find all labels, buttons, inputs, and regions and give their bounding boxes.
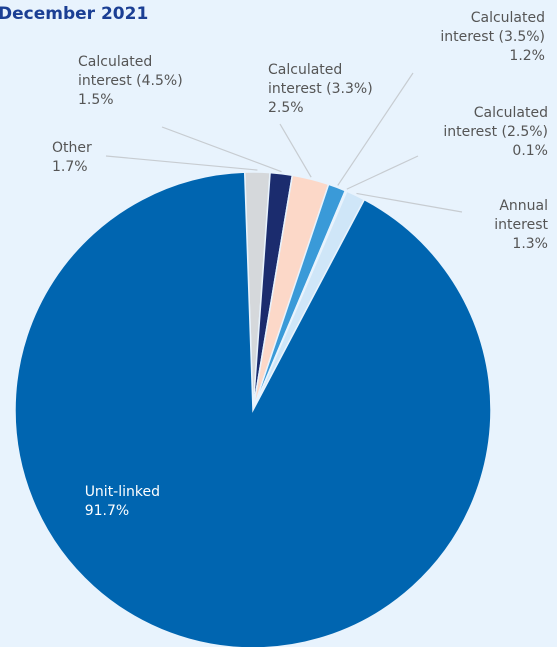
slice-label-text: Unit-linked	[84, 484, 160, 500]
slice-label-text: Calculated	[470, 10, 545, 26]
slice-label-0: Other 1.7%	[52, 139, 92, 177]
slice-label-3: Calculated interest (3.5%) 1.2%	[440, 9, 545, 66]
slice-label-text: Other	[52, 140, 92, 156]
slice-value: 1.3%	[512, 236, 548, 252]
leader-line-0	[105, 155, 258, 171]
slice-value: 1.7%	[52, 159, 88, 175]
slice-label-6: Unit-linked 91.7%	[85, 483, 160, 521]
slice-value: 1.5%	[78, 92, 114, 108]
slice-value: 1.2%	[509, 48, 545, 64]
slice-label-5: Annual interest 1.3%	[494, 197, 548, 254]
slice-label-text: Calculated	[473, 105, 548, 121]
slice-label-4: Calculated interest (2.5%) 0.1%	[443, 104, 548, 161]
slice-label-text: interest (2.5%)	[443, 124, 548, 140]
chart-title: December 2021	[0, 4, 149, 24]
slice-value: 2.5%	[268, 100, 304, 116]
leader-line-5	[356, 192, 463, 213]
pie-slice-6	[14, 171, 492, 647]
slice-label-text: Annual	[499, 198, 548, 214]
leader-line-3	[337, 72, 414, 186]
slice-label-text: Calculated	[268, 62, 343, 78]
slice-value: 91.7%	[84, 503, 130, 519]
slice-label-text: interest (4.5%)	[78, 73, 183, 89]
slice-label-2: Calculated interest (3.3%) 2.5%	[268, 61, 373, 118]
slice-label-text: interest	[494, 217, 548, 233]
slice-label-text: Calculated	[78, 54, 153, 70]
slice-label-text: interest (3.5%)	[440, 29, 545, 45]
leader-line-4	[346, 155, 419, 190]
slice-value: 0.1%	[512, 143, 548, 159]
leader-line-2	[279, 123, 312, 178]
leader-line-1	[161, 126, 282, 173]
slice-label-1: Calculated interest (4.5%) 1.5%	[78, 53, 183, 110]
slice-label-text: interest (3.3%)	[268, 81, 373, 97]
